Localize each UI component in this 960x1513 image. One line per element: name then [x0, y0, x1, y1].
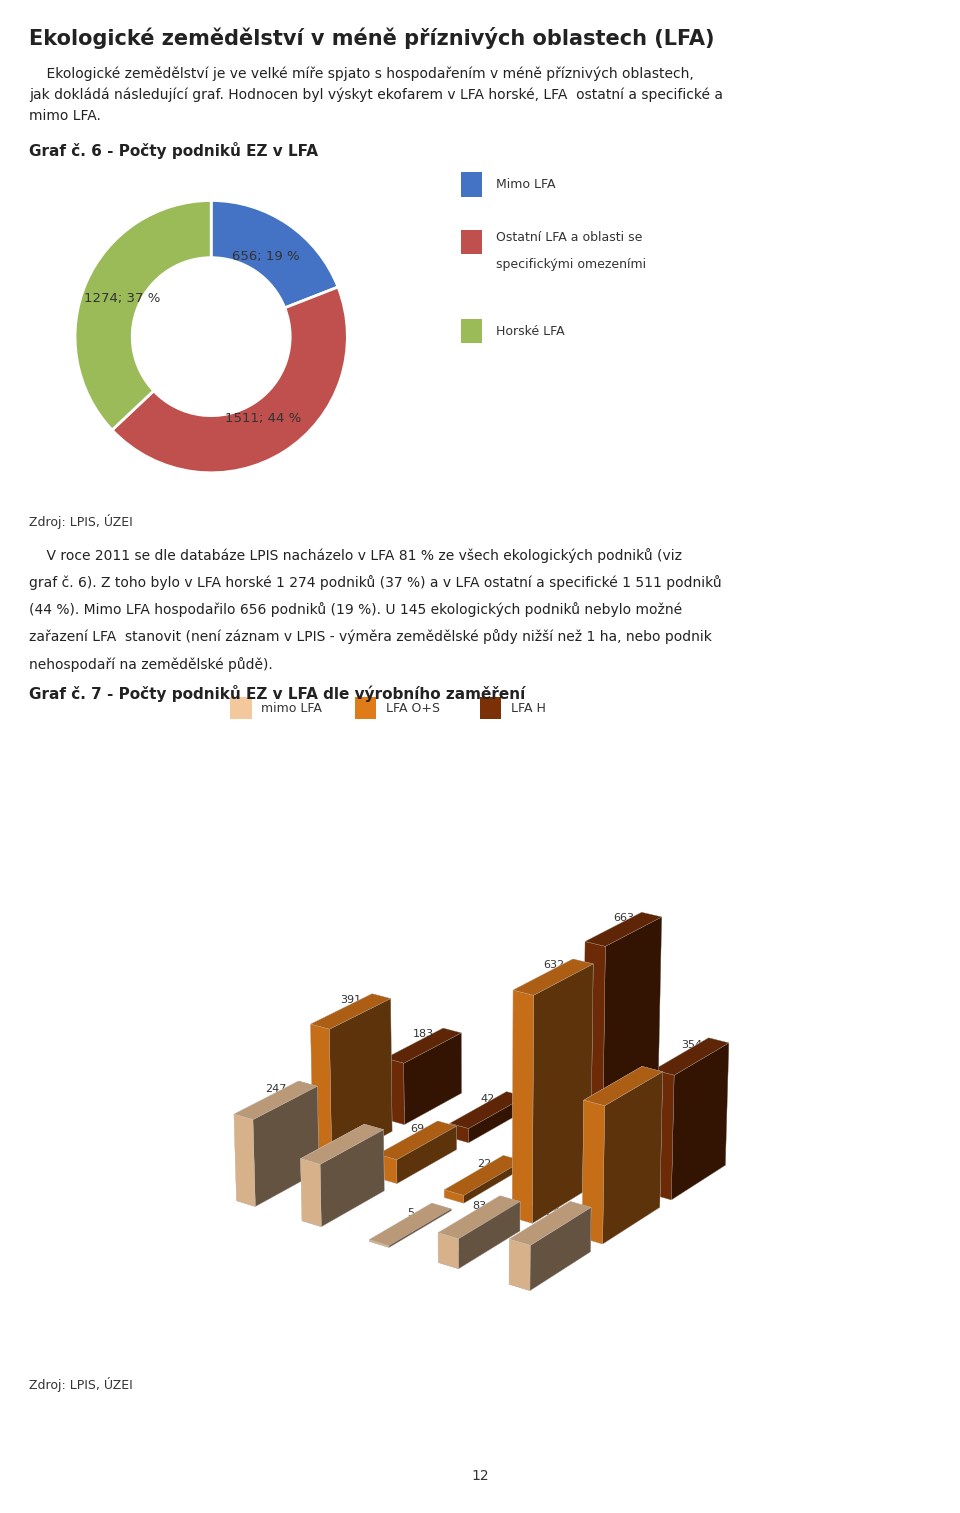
Text: Zdroj: LPIS, ÚZEI: Zdroj: LPIS, ÚZEI — [29, 1377, 132, 1392]
Text: Ostatní LFA a oblasti se: Ostatní LFA a oblasti se — [496, 231, 642, 244]
Text: Zdroj: LPIS, ÚZEI: Zdroj: LPIS, ÚZEI — [29, 514, 132, 530]
Text: jak dokládá následující graf. Hodnocen byl výskyt ekofarem v LFA horské, LFA  os: jak dokládá následující graf. Hodnocen b… — [29, 88, 723, 103]
Text: 1274; 37 %: 1274; 37 % — [84, 292, 160, 304]
Text: zařazení LFA  stanovit (není záznam v LPIS - výměra zemědělské půdy nižší než 1 : zařazení LFA stanovit (není záznam v LPI… — [29, 629, 711, 645]
Text: Horské LFA: Horské LFA — [496, 325, 564, 337]
Wedge shape — [211, 201, 338, 307]
Text: 656; 19 %: 656; 19 % — [232, 250, 300, 263]
Text: Ekologické zemědělství v méně příznivých oblastech (LFA): Ekologické zemědělství v méně příznivých… — [29, 27, 714, 50]
Text: Graf č. 6 - Počty podniků EZ v LFA: Graf č. 6 - Počty podniků EZ v LFA — [29, 142, 318, 159]
Text: LFA H: LFA H — [511, 702, 545, 714]
Text: 1511; 44 %: 1511; 44 % — [225, 412, 301, 425]
Wedge shape — [112, 287, 348, 472]
Text: 12: 12 — [471, 1469, 489, 1483]
Text: specifickými omezeními: specifickými omezeními — [496, 259, 646, 271]
Text: graf č. 6). Z toho bylo v LFA horské 1 274 podniků (37 %) a v LFA ostatní a spec: graf č. 6). Z toho bylo v LFA horské 1 2… — [29, 575, 721, 590]
Text: Mimo LFA: Mimo LFA — [496, 179, 556, 191]
Text: mimo LFA.: mimo LFA. — [29, 109, 101, 123]
Wedge shape — [75, 201, 211, 430]
Text: mimo LFA: mimo LFA — [261, 702, 322, 714]
Text: Ekologické zemědělství je ve velké míře spjato s hospodařením v méně příznivých : Ekologické zemědělství je ve velké míře … — [29, 67, 693, 82]
Text: nehospodaří na zemědělské půdě).: nehospodaří na zemědělské půdě). — [29, 657, 273, 672]
Text: V roce 2011 se dle databáze LPIS nacházelo v LFA 81 % ze všech ekologických podn: V roce 2011 se dle databáze LPIS nacháze… — [29, 548, 682, 563]
Text: (44 %). Mimo LFA hospodařilo 656 podniků (19 %). U 145 ekologických podniků neby: (44 %). Mimo LFA hospodařilo 656 podniků… — [29, 602, 682, 617]
Text: Graf č. 7 - Počty podniků EZ v LFA dle výrobního zaměření: Graf č. 7 - Počty podniků EZ v LFA dle v… — [29, 685, 525, 702]
Text: LFA O+S: LFA O+S — [386, 702, 440, 714]
